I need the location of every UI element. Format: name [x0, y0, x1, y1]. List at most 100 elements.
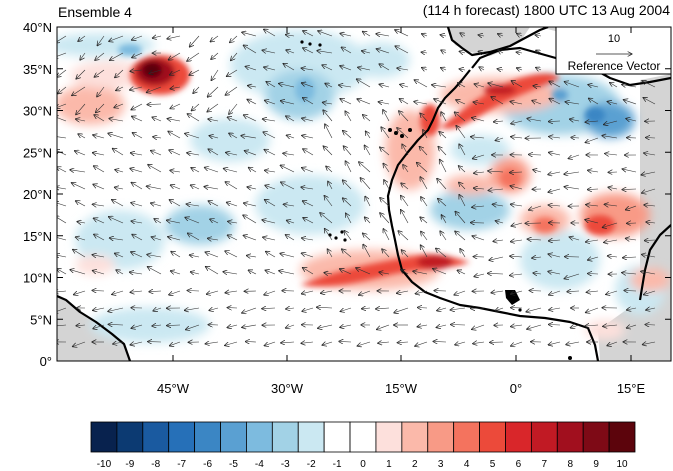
wind-vector [229, 133, 238, 139]
wind-vector [170, 69, 181, 75]
wind-vector [434, 99, 447, 105]
wind-vector [359, 162, 371, 173]
wind-vector [130, 153, 143, 155]
wind-vector [420, 245, 428, 258]
map-title-right: (114 h forecast) 1800 UTC 13 Aug 2004 [423, 2, 670, 18]
wind-vector [441, 112, 447, 122]
coast-east-africa [638, 224, 671, 301]
wind-vector [130, 168, 143, 173]
wind-vector [325, 124, 333, 139]
wind-vector [130, 291, 143, 292]
wind-vector [285, 325, 295, 328]
wind-vector [511, 341, 523, 346]
wind-vector [320, 213, 333, 224]
wind-vector [171, 251, 181, 258]
wind-vector [607, 256, 618, 257]
wind-vector [113, 342, 124, 344]
wind-vector [170, 185, 181, 190]
wind-vector [227, 235, 238, 241]
lon-label: 15°E [617, 381, 646, 396]
wind-vector [75, 201, 86, 207]
wind-vector [193, 86, 200, 93]
wind-vector [322, 65, 333, 71]
colorbar-label: 9 [593, 459, 599, 470]
lat-label: 30°N [23, 104, 52, 119]
wind-vector [622, 189, 637, 190]
colorbar-swatch [90, 421, 118, 453]
wind-vector [223, 169, 238, 173]
wind-vector [93, 135, 105, 138]
wind-vector [377, 324, 390, 330]
colorbar-swatch [168, 421, 196, 453]
wind-vector [474, 274, 485, 277]
wind-vector [223, 272, 238, 274]
wind-vector [510, 186, 523, 189]
wind-vector [264, 170, 276, 172]
wind-vector [112, 200, 124, 207]
wind-vector [607, 102, 618, 105]
wind-vector [474, 172, 485, 173]
wind-vector [318, 31, 333, 37]
wind-vector [93, 324, 105, 329]
wind-vector [130, 70, 143, 71]
wind-vector [225, 86, 238, 95]
wind-vector [326, 166, 333, 173]
wind-vector [189, 35, 200, 47]
wind-vector [365, 196, 371, 207]
wind-vector [303, 98, 314, 105]
wind-vector [455, 342, 466, 345]
wind-vector [397, 128, 409, 139]
wind-vector [301, 253, 314, 258]
wind-vector [604, 120, 618, 125]
wind-vector [588, 257, 599, 260]
wind-vector [73, 290, 86, 295]
wind-vector [607, 341, 618, 346]
wind-vector [226, 69, 238, 77]
wind-vector [207, 238, 219, 240]
wind-vector [264, 29, 276, 37]
wind-vector [401, 210, 409, 224]
colorbar-swatch [505, 421, 532, 453]
lat-label: 40°N [23, 20, 52, 35]
wind-vector [93, 308, 105, 310]
wind-vector [283, 64, 295, 71]
wind-vector [401, 183, 409, 190]
wind-vector [358, 67, 371, 70]
wind-vector [114, 253, 124, 257]
wind-vector [187, 153, 200, 155]
wind-vector [266, 251, 276, 258]
wind-vector [225, 251, 238, 258]
wind-vector [285, 235, 295, 241]
wind-vector [116, 270, 124, 274]
wind-vector [285, 35, 295, 36]
wind-vector [549, 308, 561, 310]
wind-vector [478, 51, 485, 53]
wind-vector [147, 255, 162, 258]
wind-vector [456, 126, 466, 139]
wind-vector [473, 102, 485, 104]
wind-vector [495, 138, 504, 141]
wind-vector [209, 136, 219, 138]
wind-vector [399, 99, 409, 105]
wind-vector [207, 86, 219, 97]
wind-vector [586, 205, 599, 206]
wind-vector [131, 182, 143, 190]
wind-vector [383, 229, 390, 241]
wind-vector [247, 187, 257, 189]
wind-vector [487, 273, 504, 274]
wind-vector [184, 308, 200, 310]
wind-vector [527, 324, 542, 329]
wind-vector [397, 68, 409, 70]
wind-vector [57, 35, 67, 43]
wind-vector [78, 134, 86, 138]
colorbar-label: -2 [307, 459, 316, 470]
colorbar-label: -6 [203, 459, 212, 470]
wind-vector [108, 133, 124, 139]
wind-vector [548, 189, 561, 192]
wind-vector [437, 178, 447, 190]
wind-vector [549, 99, 561, 105]
wind-vector [588, 98, 599, 105]
wind-vector [189, 255, 200, 257]
wind-vector [376, 49, 390, 54]
wind-vector [646, 138, 656, 139]
